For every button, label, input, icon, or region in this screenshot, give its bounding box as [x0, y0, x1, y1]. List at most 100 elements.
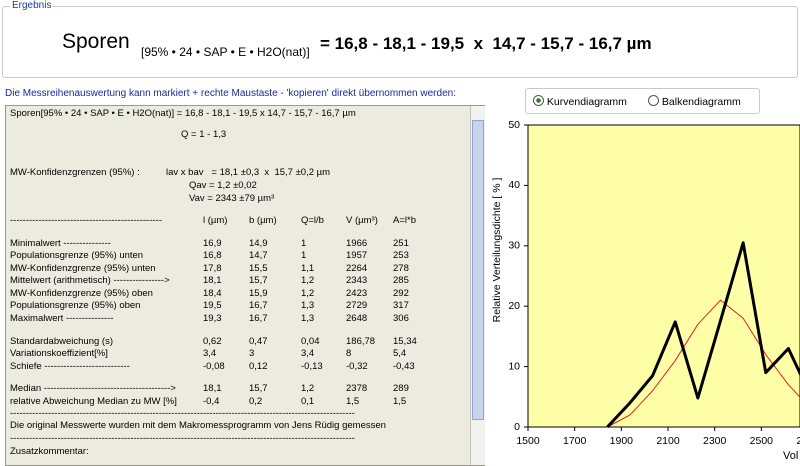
data-line	[607, 299, 800, 428]
table-cell: 17,8	[203, 263, 222, 274]
table-cell: 1,2	[301, 275, 315, 286]
table-header: ----------------------------------------…	[10, 215, 162, 226]
table-cell: 1,2	[301, 383, 315, 394]
x-tick-label: 2500	[750, 435, 774, 447]
option-label: Kurvendiagramm	[546, 96, 627, 108]
table-header: Q=l/b	[301, 215, 324, 226]
table-cell: 18,4	[203, 288, 222, 299]
diagram-options: Kurvendiagramm Balkendiagramm	[525, 88, 760, 114]
table-cell: 186,78	[346, 336, 376, 347]
table-cell: 16,8	[203, 250, 222, 261]
table-cell: 15,7	[249, 275, 268, 286]
row-label: Mittelwert (arithmetisch) --------------…	[10, 275, 170, 286]
table-cell: 3,4	[301, 348, 315, 359]
radio-bar[interactable]: Balkendiagramm	[648, 95, 741, 108]
table-cell: 1966	[346, 238, 368, 249]
table-header: V (µm³)	[346, 215, 378, 226]
row-label: Median ---------------------------------…	[10, 383, 176, 394]
table-cell: 2648	[346, 313, 368, 324]
table-cell: 1	[301, 238, 307, 249]
table-cell: 1,3	[301, 300, 315, 311]
table-cell: 2729	[346, 300, 368, 311]
radio-curve[interactable]: Kurvendiagramm	[533, 95, 627, 108]
table-cell: 15,5	[249, 263, 268, 274]
footer-line: Die original Messwerte wurden mit dem Ma…	[10, 420, 386, 431]
row-label: relative Abweichung Median zu MW [%]	[10, 396, 177, 407]
table-cell: 0,12	[249, 361, 268, 372]
table-cell: 16,7	[249, 300, 268, 311]
row-label: Populationsgrenze (95%) unten	[10, 250, 144, 261]
table-header: l (µm)	[203, 215, 228, 226]
table-cell: 15,7	[249, 383, 268, 394]
table-cell: 251	[393, 238, 409, 249]
table-cell: 0,2	[249, 396, 263, 407]
scrollbar[interactable]	[470, 106, 485, 465]
ci-label: MW-Konfidenzgrenzen (95%) :	[10, 167, 140, 178]
table-header: b (µm)	[249, 215, 277, 226]
q-line: Q = 1 - 1,3	[181, 129, 227, 140]
result-name: Sporen	[62, 30, 130, 53]
row-label: Maximalwert ---------------	[10, 313, 114, 324]
report-textbox[interactable]: Sporen[95% • 24 • SAP • E • H2O(nat)] = …	[5, 105, 485, 466]
table-cell: 3,4	[203, 348, 217, 359]
row-label: MW-Konfidenzgrenze (95%) oben	[10, 288, 153, 299]
y-tick-label: 20	[508, 300, 520, 312]
table-cell: 0,1	[301, 396, 315, 407]
x-tick-label: 2100	[656, 435, 680, 447]
x-tick-label: 2700	[796, 435, 800, 447]
row-label: MW-Konfidenzgrenze (95%) unten	[10, 263, 156, 274]
y-tick-label: 30	[508, 240, 520, 252]
y-tick-label: 10	[508, 360, 520, 372]
table-cell: -0,4	[203, 396, 220, 407]
row-label: Standardabweichung (s)	[10, 336, 113, 347]
row-label: Populationsgrenze (95%) oben	[10, 300, 141, 311]
table-cell: 278	[393, 263, 409, 274]
data-line	[606, 241, 800, 429]
table-cell: 14,9	[249, 238, 268, 249]
plot-area	[527, 124, 800, 428]
footer-line: ----------------------------------------…	[10, 433, 355, 444]
y-tick-label: 40	[508, 179, 520, 191]
footer-line: Zusatzkommentar:	[10, 446, 89, 457]
table-cell: -0,32	[346, 361, 368, 372]
table-cell: 16,9	[203, 238, 222, 249]
row-label: Minimalwert ---------------	[10, 238, 111, 249]
table-cell: 292	[393, 288, 409, 299]
option-label: Balkendiagramm	[661, 96, 741, 108]
table-cell: 289	[393, 383, 409, 394]
table-cell: 0,04	[301, 336, 320, 347]
table-cell: 8	[346, 348, 352, 359]
table-cell: 19,3	[203, 313, 222, 324]
x-tick-label: 1500	[516, 435, 540, 447]
table-header: A=l*b	[393, 215, 416, 226]
result-group	[2, 6, 798, 78]
table-cell: 19,5	[203, 300, 222, 311]
table-cell: 1	[301, 250, 307, 261]
table-cell: 2343	[346, 275, 368, 286]
table-cell: 1,5	[393, 396, 407, 407]
table-cell: 18,1	[203, 275, 222, 286]
table-cell: 285	[393, 275, 409, 286]
x-tick-label: 1900	[610, 435, 634, 447]
y-tick-label: 50	[508, 119, 520, 131]
x-tick-label: 1700	[563, 435, 587, 447]
table-cell: 1,2	[301, 288, 315, 299]
table-cell: 2423	[346, 288, 368, 299]
table-cell: 253	[393, 250, 409, 261]
y-tick-label: 0	[514, 421, 520, 433]
table-cell: 1957	[346, 250, 368, 261]
row-label: Variationskoeffizient[%]	[10, 348, 108, 359]
table-cell: 317	[393, 300, 409, 311]
ci-line: Vav = 2343 ±79 µm³	[189, 193, 275, 204]
x-axis-title: Vol	[783, 450, 798, 462]
x-tick-label: 2300	[703, 435, 727, 447]
table-cell: 16,7	[249, 313, 268, 324]
table-cell: 1,1	[301, 263, 315, 274]
table-cell: 15,9	[249, 288, 268, 299]
scroll-thumb[interactable]	[472, 120, 484, 420]
summary-line: Sporen[95% • 24 • SAP • E • H2O(nat)] = …	[10, 108, 356, 119]
result-condition: [95% • 24 • SAP • E • H2O(nat)]	[141, 45, 310, 59]
table-cell: 15,34	[393, 336, 417, 347]
table-cell: 18,1	[203, 383, 222, 394]
